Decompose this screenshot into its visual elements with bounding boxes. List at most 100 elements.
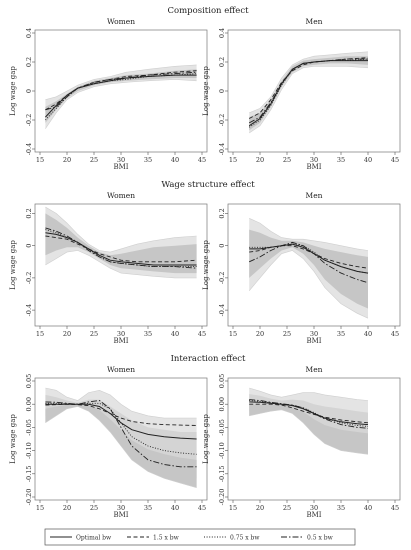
y-tick-label: 0.00	[25, 397, 33, 411]
x-tick-label: 35	[337, 156, 345, 164]
y-tick-label: -0.05	[218, 419, 226, 436]
ci-band-inner	[45, 213, 197, 274]
series-line-3	[248, 58, 368, 124]
x-tick-label: 20	[63, 504, 71, 512]
ci-band-inner	[249, 229, 368, 309]
x-tick-label: 15	[229, 330, 237, 338]
x-tick-label: 20	[256, 330, 264, 338]
ci-upper-edge	[249, 51, 369, 114]
x-tick-label: 30	[117, 504, 125, 512]
panel-1-1: 15 20 25 30 35 40 45 0.2 0 -0.2 -0.4 Men BMI Log wage…	[202, 191, 401, 345]
x-tick-label: 30	[310, 156, 318, 164]
legend-label: 1.5 x bw	[153, 535, 180, 542]
plot-frame	[227, 29, 401, 153]
y-tick-label: -0.20	[218, 489, 226, 506]
x-axis-label: BMI	[306, 337, 321, 345]
x-axis-label: BMI	[306, 163, 321, 171]
y-tick-label: -0.20	[25, 489, 33, 506]
x-tick-label: 40	[171, 156, 179, 164]
panel-1-0: 15 20 25 30 35 40 45 0.2 0 -0.2 -0.4 Women BMI Log wa…	[9, 191, 208, 345]
x-tick-label: 35	[144, 330, 152, 338]
x-tick-label: 40	[364, 156, 372, 164]
ci-upper-edge	[249, 218, 369, 251]
y-tick-label: -0.15	[25, 465, 33, 482]
x-tick-label: 30	[310, 330, 318, 338]
x-tick-label: 35	[337, 504, 345, 512]
legend-label: 0.75 x bw	[230, 535, 260, 542]
series-line-2	[45, 402, 197, 455]
series-line-1	[45, 70, 197, 111]
ci-lower-edge	[45, 250, 197, 279]
y-tick-label: -0.4	[25, 304, 33, 317]
y-tick-label: 0.00	[218, 397, 226, 411]
x-tick-label: 25	[283, 156, 291, 164]
ci-lower-edge	[249, 409, 369, 455]
x-tick-label: 45	[198, 330, 206, 338]
x-axis-label: BMI	[306, 511, 321, 519]
chart-panels: 15 20 25 30 35 40 45 0.4 0.2 0 -0.2 -0.4 Women BMI Log…	[9, 17, 401, 519]
panel-title: Men	[306, 17, 323, 26]
x-tick-label: 45	[391, 156, 399, 164]
x-tick-label: 25	[283, 504, 291, 512]
ci-band-lower	[249, 404, 368, 455]
x-axis-label: BMI	[113, 337, 128, 345]
x-axis-label: BMI	[113, 511, 128, 519]
x-tick-label: 25	[90, 330, 98, 338]
y-axis-label: Log wage gap	[9, 240, 17, 290]
x-tick-label: 20	[63, 330, 71, 338]
section-title-wage-structure: Wage structure effect	[161, 180, 255, 190]
x-tick-label: 45	[391, 330, 399, 338]
x-tick-label: 15	[36, 156, 44, 164]
y-tick-label: 0	[218, 244, 226, 248]
ci-lower-edge	[249, 66, 369, 134]
x-tick-label: 45	[198, 504, 206, 512]
series-line-0	[249, 243, 369, 274]
y-tick-label: -0.2	[218, 114, 226, 127]
x-tick-label: 30	[310, 504, 318, 512]
ci-band-lower	[45, 404, 197, 488]
x-tick-label: 20	[256, 504, 264, 512]
x-tick-label: 15	[36, 504, 44, 512]
y-tick-label: 0	[25, 89, 33, 93]
ci-band-inner	[249, 56, 368, 131]
x-tick-label: 40	[171, 504, 179, 512]
x-tick-label: 20	[256, 156, 264, 164]
ci-upper-edge	[249, 387, 369, 401]
y-tick-label: -0.4	[25, 143, 33, 156]
legend-label: Optimal bw	[76, 535, 112, 542]
y-tick-label: -0.4	[218, 304, 226, 317]
series-line-3	[249, 399, 369, 429]
x-axis-label: BMI	[113, 163, 128, 171]
ci-upper-edge	[45, 206, 197, 253]
x-tick-label: 30	[117, 330, 125, 338]
y-axis-label: Log wage gap	[9, 414, 17, 464]
x-tick-label: 15	[229, 156, 237, 164]
series-line-1	[249, 245, 369, 269]
panel-2-1: 15 20 25 30 35 40 45 0.05 0.00 -0.05 -0.10 -0.15 -0.…	[202, 365, 401, 519]
y-tick-label: 0.05	[218, 374, 226, 388]
panel-title: Men	[306, 365, 323, 374]
panel-title: Men	[306, 191, 323, 200]
y-tick-label: 0.2	[218, 208, 226, 218]
x-tick-label: 25	[283, 330, 291, 338]
series-line-1	[249, 403, 369, 424]
x-tick-label: 20	[63, 156, 71, 164]
panel-2-0: 15 20 25 30 35 40 45 0.05 0.00 -0.05 -0.10 -0.15 -0.…	[9, 365, 208, 519]
legend-label: 0.5 x bw	[307, 535, 334, 542]
panel-title: Women	[107, 365, 135, 374]
y-tick-label: 0.2	[25, 57, 33, 67]
y-tick-label: 0.2	[25, 208, 33, 218]
panel-0-1: 15 20 25 30 35 40 45 0.4 0.2 0 -0.2 -0.4 Men BMI Log w…	[202, 17, 401, 171]
y-tick-label: 0.2	[218, 57, 226, 67]
series-line-1	[45, 235, 197, 263]
y-tick-label: -0.05	[25, 419, 33, 436]
x-tick-label: 35	[337, 330, 345, 338]
section-title-interaction: Interaction effect	[171, 354, 246, 364]
y-tick-label: -0.2	[25, 272, 33, 285]
y-tick-label: 0	[218, 89, 226, 93]
x-tick-label: 45	[198, 156, 206, 164]
x-tick-label: 15	[36, 330, 44, 338]
panel-0-0: 15 20 25 30 35 40 45 0.4 0.2 0 -0.2 -0.4 Women BMI Log…	[9, 17, 208, 171]
legend-box	[44, 528, 356, 546]
